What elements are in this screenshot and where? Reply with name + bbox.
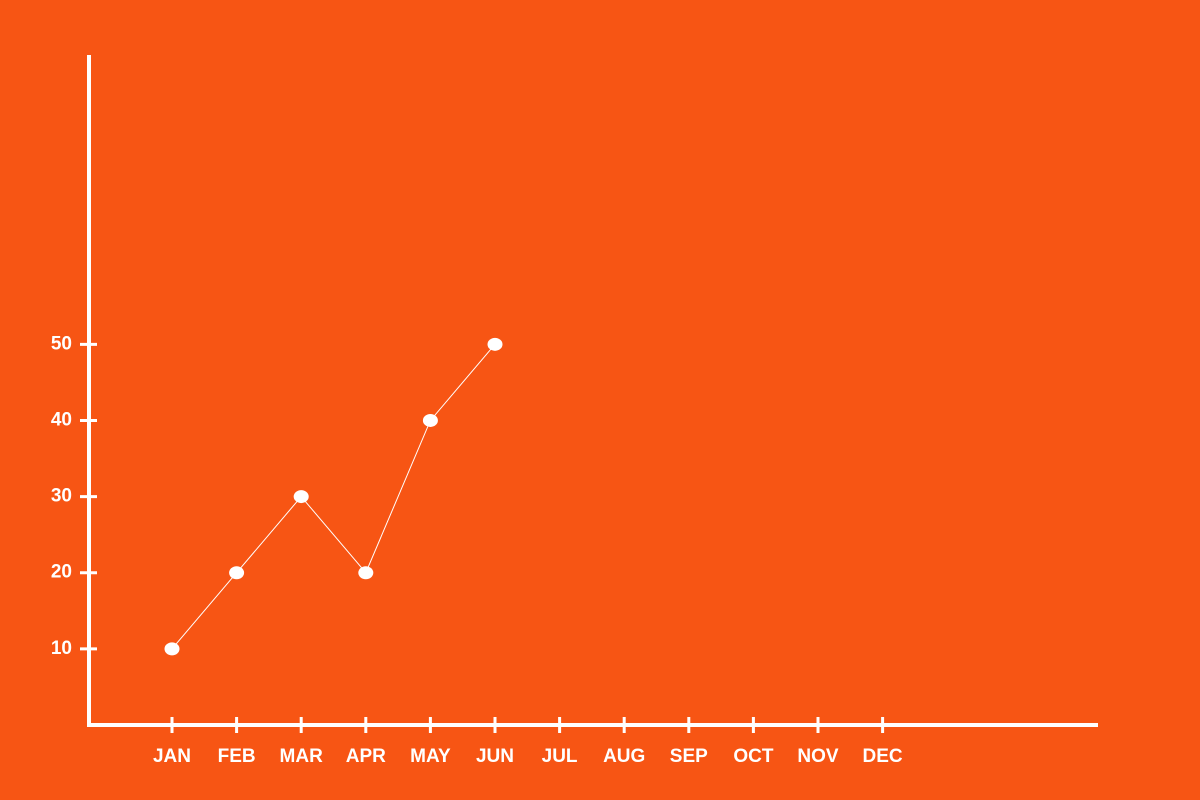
x-tick-label: NOV xyxy=(797,746,839,767)
point xyxy=(164,642,180,656)
point xyxy=(293,490,309,504)
x-tick-label: JUL xyxy=(542,746,578,767)
line xyxy=(171,343,496,650)
y-tick-label: 30 xyxy=(51,486,72,507)
y-tick-label: 50 xyxy=(51,333,72,354)
point xyxy=(487,337,503,351)
x-tick-label: DEC xyxy=(863,746,903,767)
y-tick-label: 20 xyxy=(51,562,72,583)
x-tick-label: FEB xyxy=(218,746,256,767)
x-tick-label: MAR xyxy=(280,746,324,767)
x-tick-label: MAY xyxy=(410,746,451,767)
x-tick-label: AUG xyxy=(603,746,645,767)
y-tick-label: 40 xyxy=(51,409,72,430)
x-tick-label: SEP xyxy=(670,746,708,767)
x-tick-label: APR xyxy=(346,746,386,767)
x-tick-label: OCT xyxy=(733,746,774,767)
y-tick-label: 10 xyxy=(51,638,72,659)
x-tick-label: JUN xyxy=(476,746,514,767)
point xyxy=(229,566,245,580)
x-tick-label: JAN xyxy=(153,746,191,767)
point xyxy=(358,566,374,580)
point xyxy=(422,413,438,427)
